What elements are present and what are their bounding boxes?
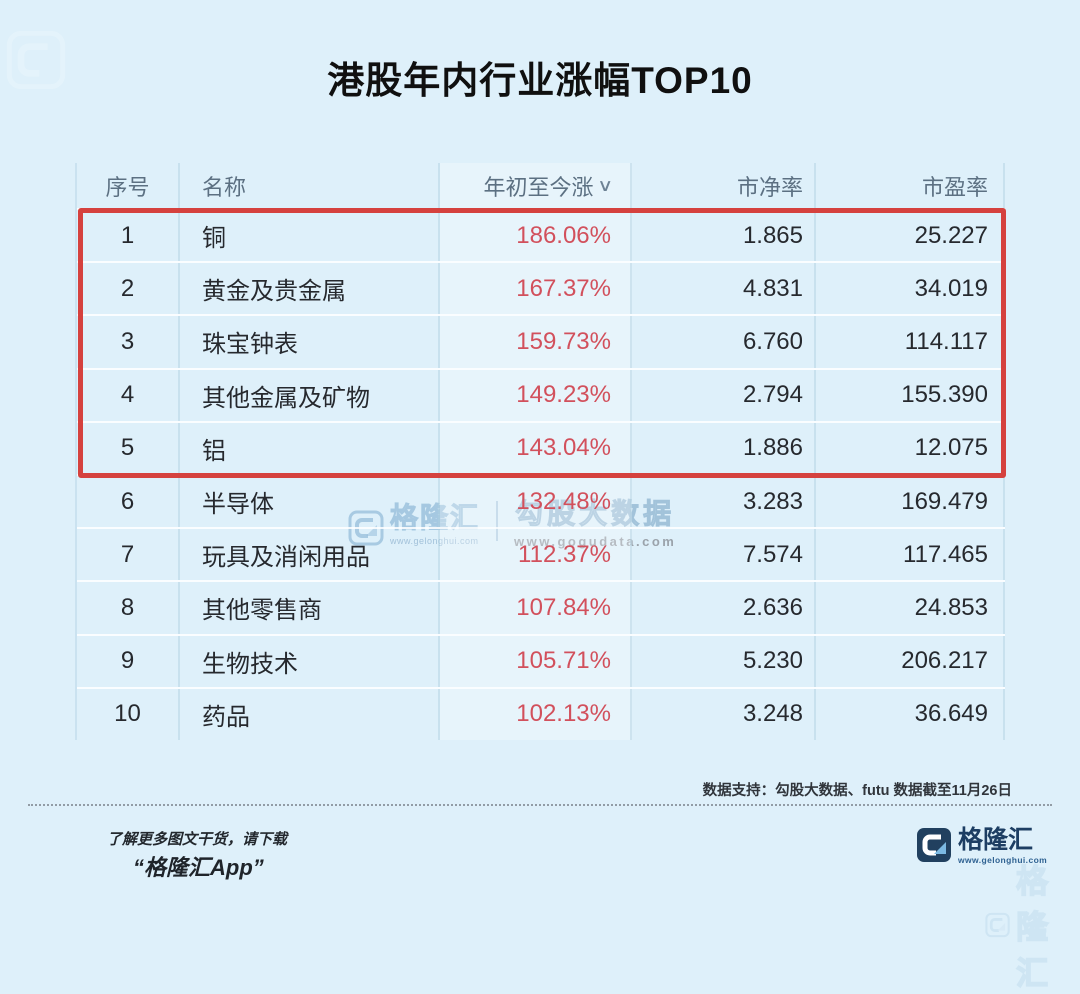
footer-brand-url: www.gelonghui.com [958, 854, 1048, 865]
data-source-note: 数据支持：勾股大数据、futu 数据截至11月26日 [702, 783, 1012, 799]
ytd-change-cell: 105.71% [440, 635, 632, 687]
industry-name-cell: 玩具及消闲用品 [180, 529, 440, 581]
ytd-change-cell: 132.48% [440, 475, 632, 528]
table-row: 4 其他金属及矿物 149.23% 2.794 155.390 [77, 367, 1005, 421]
table-row: 5 铝 143.04% 1.886 12.075 [77, 420, 1005, 474]
industry-gain-table: 序号 名称 年初至今涨 ∨ 市净率 市盈率 1 铜 186.06% 1.865 25.2… [75, 163, 1006, 740]
watermark-product-url: www.gogudata.com [514, 534, 677, 549]
page-title: 港股年内行业涨幅TOP10 [327, 60, 753, 101]
industry-name-cell: 铝 [180, 422, 440, 474]
industry-name-cell: 黄金及贵金属 [180, 263, 440, 315]
rank-cell: 9 [77, 635, 180, 687]
pb-ratio-cell: 3.248 [632, 688, 816, 740]
table-row: 3 珠宝钟表 159.73% 6.760 114.117 [77, 314, 1005, 368]
ytd-change-cell: 186.06% [440, 210, 632, 262]
industry-name-cell: 半导体 [180, 475, 440, 528]
pe-ratio-cell: 25.227 [816, 210, 1005, 262]
app-promo-text: 了解更多图文干货，请下载 [107, 831, 288, 848]
header-rank: 序号 [77, 163, 180, 208]
header-pb-ratio: 市净率 [632, 163, 816, 208]
ytd-change-cell: 159.73% [440, 316, 632, 368]
pb-ratio-cell: 5.230 [632, 635, 816, 687]
gogudata-watermark: 勾股大数据 www.gogudata.com [514, 492, 677, 550]
infographic-page: { "page": { "title": "港股年内行业涨幅TOP10", "b… [6, 30, 1052, 992]
industry-name-cell: 药品 [180, 688, 440, 740]
footer-brand-name: 格隆汇 [958, 826, 1034, 854]
ghost-logo-watermark [6, 30, 66, 95]
rank-cell: 5 [77, 422, 180, 474]
pe-ratio-cell: 24.853 [816, 582, 1005, 634]
corner-watermark-brand: 格隆汇 [1015, 862, 1051, 992]
industry-name-cell: 珠宝钟表 [180, 316, 440, 368]
header-name: 名称 [180, 163, 440, 208]
pb-ratio-cell: 2.794 [632, 369, 816, 421]
rank-cell: 2 [77, 263, 180, 315]
pb-ratio-cell: 6.760 [632, 316, 816, 368]
pb-ratio-cell: 1.886 [632, 422, 816, 474]
ytd-change-cell: 149.23% [440, 369, 632, 421]
table-row: 10 药品 102.13% 3.248 36.649 [77, 686, 1005, 740]
pe-ratio-cell: 117.465 [816, 529, 1005, 581]
rank-cell: 7 [77, 529, 180, 581]
app-name-text: “格隆汇App” [133, 855, 264, 880]
rank-cell: 4 [77, 369, 180, 421]
ytd-change-cell: 107.84% [440, 582, 632, 634]
gelonghui-logo-icon [985, 912, 1010, 938]
industry-name-cell: 生物技术 [180, 635, 440, 687]
header-ytd-change[interactable]: 年初至今涨 ∨ [440, 163, 632, 208]
pe-ratio-cell: 12.075 [816, 422, 1005, 474]
table-row: 2 黄金及贵金属 167.37% 4.831 34.019 [77, 261, 1005, 315]
rank-cell: 10 [77, 688, 180, 740]
gelonghui-logo-icon [917, 828, 951, 862]
ytd-change-cell: 102.13% [440, 688, 632, 740]
pe-ratio-cell: 36.649 [816, 688, 1005, 740]
corner-watermark: 格隆汇 [985, 856, 1080, 994]
table-row: 1 铜 186.06% 1.865 25.227 [77, 208, 1005, 262]
table-row: 9 生物技术 105.71% 5.230 206.217 [77, 633, 1005, 687]
pe-ratio-cell: 155.390 [816, 369, 1005, 421]
pb-ratio-cell: 1.865 [632, 210, 816, 262]
watermark-divider [496, 500, 499, 541]
table-row: 7 玩具及消闲用品 112.37% 7.574 117.465 [77, 527, 1005, 581]
ytd-change-cell: 112.37% [440, 529, 632, 581]
ytd-change-cell: 167.37% [440, 263, 632, 315]
header-pe-ratio: 市盈率 [816, 163, 1005, 208]
gelonghui-footer-logo: 格隆汇 www.gelonghui.com [916, 826, 1048, 865]
rank-cell: 3 [77, 316, 180, 368]
gelonghui-logo-icon [6, 30, 66, 90]
watermark-brand-url: www.gelonghui.com [390, 535, 479, 546]
pe-ratio-cell: 169.479 [816, 475, 1005, 528]
watermark-product-name: 勾股大数据 [515, 498, 676, 530]
industry-name-cell: 铜 [180, 210, 440, 262]
table-header-row: 序号 名称 年初至今涨 ∨ 市净率 市盈率 [77, 163, 1005, 208]
table-row: 8 其他零售商 107.84% 2.636 24.853 [77, 580, 1005, 634]
rank-cell: 8 [77, 582, 180, 634]
ytd-change-cell: 143.04% [440, 422, 632, 474]
pb-ratio-cell: 2.636 [632, 582, 816, 634]
sort-chevron-down-icon[interactable]: ∨ [596, 175, 613, 195]
pe-ratio-cell: 114.117 [816, 316, 1005, 368]
industry-name-cell: 其他金属及矿物 [180, 369, 440, 421]
pb-ratio-cell: 3.283 [632, 475, 816, 528]
rank-cell: 6 [77, 475, 180, 528]
table-row: 6 半导体 132.48% 3.283 169.479 [77, 473, 1005, 528]
pb-ratio-cell: 7.574 [632, 529, 816, 581]
header-ytd-label: 年初至今涨 [483, 174, 594, 200]
pe-ratio-cell: 34.019 [816, 263, 1005, 315]
dotted-divider [28, 804, 1052, 806]
industry-name-cell: 其他零售商 [180, 582, 440, 634]
pb-ratio-cell: 4.831 [632, 263, 816, 315]
pe-ratio-cell: 206.217 [816, 635, 1005, 687]
table-body: 1 铜 186.06% 1.865 25.227 2 黄金及贵金属 167.37% 4.831 3… [77, 208, 1005, 740]
rank-cell: 1 [77, 210, 180, 262]
